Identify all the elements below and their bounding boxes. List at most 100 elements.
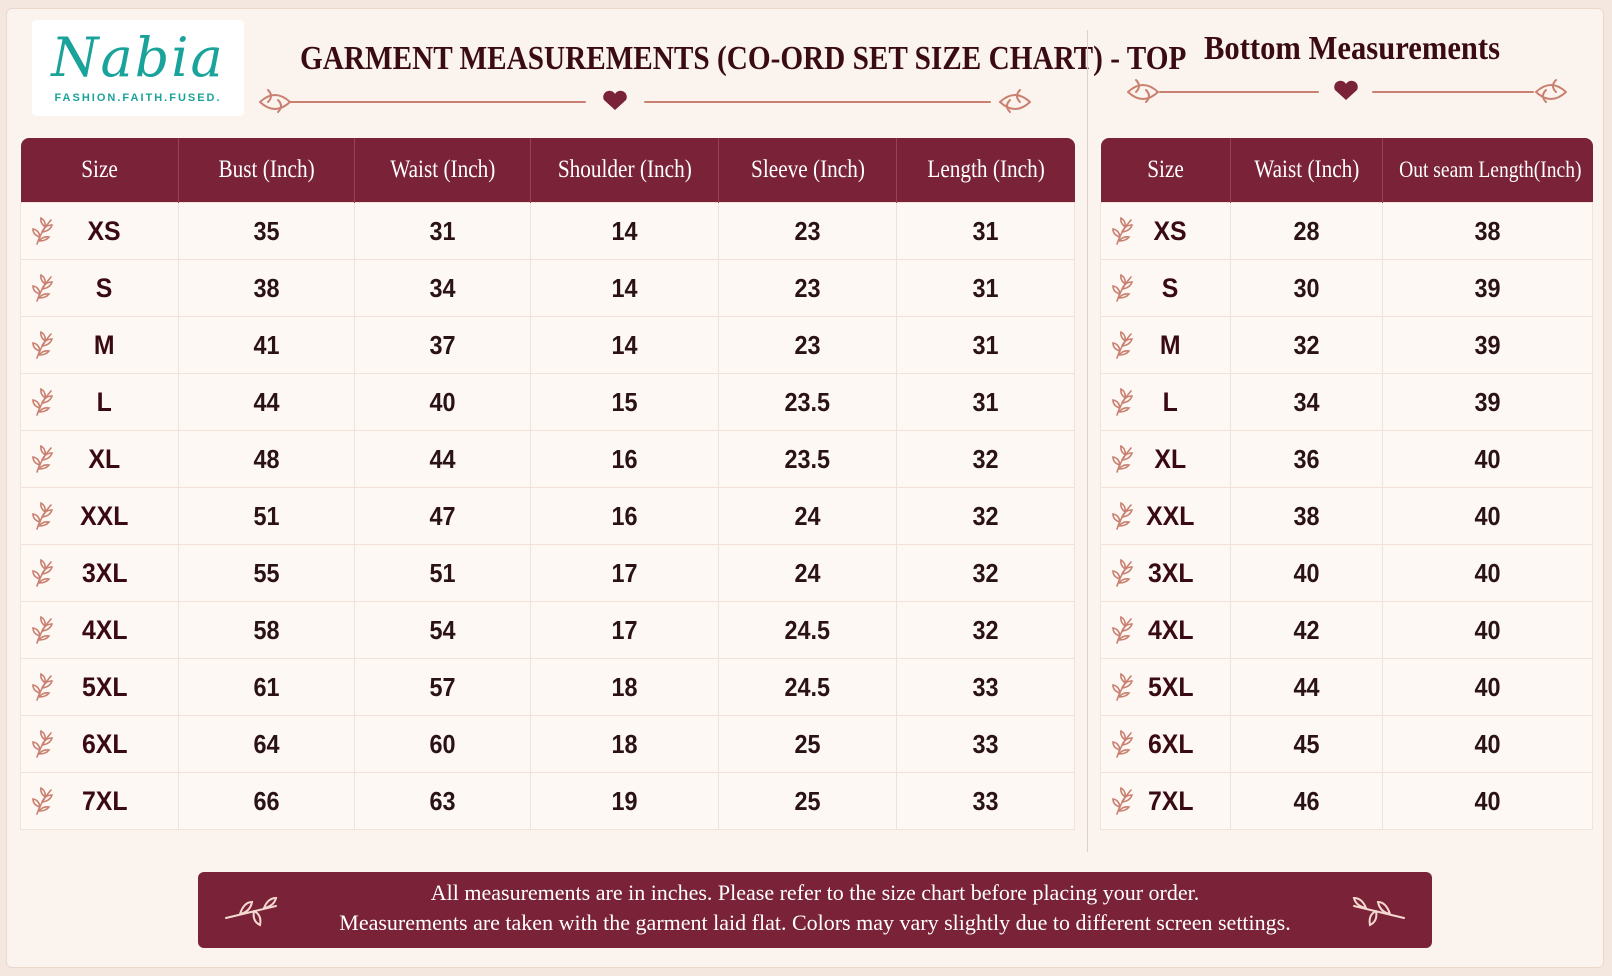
measurement-cell: 60 bbox=[354, 715, 531, 773]
size-label: XXL bbox=[1146, 500, 1195, 531]
measurement-cell: 32 bbox=[896, 487, 1075, 545]
size-cell: 4XL bbox=[20, 601, 179, 659]
measurement-value: 61 bbox=[253, 671, 280, 702]
measurement-value: 23 bbox=[794, 215, 821, 246]
section-divider bbox=[1087, 30, 1088, 852]
measurement-cell: 18 bbox=[530, 715, 719, 773]
measurement-cell: 23 bbox=[718, 259, 897, 317]
measurement-cell: 64 bbox=[178, 715, 355, 773]
size-label: 5XL bbox=[1147, 671, 1194, 702]
size-cell: XS bbox=[20, 202, 179, 260]
measurement-cell: 31 bbox=[896, 259, 1075, 317]
table-row: L 44 40 15 23.5 31 bbox=[20, 373, 1075, 431]
measurement-value: 54 bbox=[429, 614, 456, 645]
measurement-value: 66 bbox=[253, 785, 280, 816]
measurement-value: 44 bbox=[429, 443, 456, 474]
leaf-icon bbox=[1111, 786, 1137, 822]
measurement-cell: 18 bbox=[530, 658, 719, 716]
measurement-cell: 38 bbox=[1230, 487, 1383, 545]
table-row: 3XL 40 40 bbox=[1100, 544, 1593, 602]
measurement-cell: 47 bbox=[354, 487, 531, 545]
table-row: L 34 39 bbox=[1100, 373, 1593, 431]
table-row: XL 48 44 16 23.5 32 bbox=[20, 430, 1075, 488]
measurement-cell: 38 bbox=[178, 259, 355, 317]
measurement-value: 24 bbox=[794, 500, 821, 531]
top-header-waist: Waist (Inch) bbox=[354, 138, 531, 203]
measurement-cell: 40 bbox=[1382, 772, 1593, 830]
table-row: S 38 34 14 23 31 bbox=[20, 259, 1075, 317]
leaf-icon bbox=[31, 444, 57, 480]
measurement-cell: 28 bbox=[1230, 202, 1383, 260]
leaf-icon bbox=[1111, 387, 1137, 423]
measurement-value: 14 bbox=[611, 272, 638, 303]
size-label: 4XL bbox=[81, 614, 128, 645]
leaf-icon bbox=[31, 672, 57, 708]
size-cell: 7XL bbox=[20, 772, 179, 830]
measurement-value: 18 bbox=[611, 671, 638, 702]
top-table-header-row: Size Bust (Inch) Waist (Inch) Shoulder (… bbox=[20, 138, 1075, 203]
measurement-cell: 33 bbox=[896, 658, 1075, 716]
measurement-value: 40 bbox=[1474, 671, 1501, 702]
measurement-cell: 31 bbox=[896, 316, 1075, 374]
size-label: 7XL bbox=[81, 785, 128, 816]
measurement-value: 39 bbox=[1474, 329, 1501, 360]
size-label: XS bbox=[1153, 215, 1188, 246]
measurement-value: 14 bbox=[611, 329, 638, 360]
measurement-cell: 23.5 bbox=[718, 430, 897, 488]
top-header-bust: Bust (Inch) bbox=[178, 138, 355, 203]
leaf-icon bbox=[1111, 672, 1137, 708]
leaf-icon bbox=[1111, 729, 1137, 765]
measurement-cell: 58 bbox=[178, 601, 355, 659]
measurement-cell: 35 bbox=[178, 202, 355, 260]
table-row: XXL 38 40 bbox=[1100, 487, 1593, 545]
size-label: XXL bbox=[80, 500, 129, 531]
size-cell: 5XL bbox=[20, 658, 179, 716]
measurement-cell: 61 bbox=[178, 658, 355, 716]
measurement-value: 31 bbox=[972, 386, 999, 417]
measurement-cell: 23 bbox=[718, 202, 897, 260]
measurement-value: 46 bbox=[1293, 785, 1320, 816]
measurement-value: 63 bbox=[429, 785, 456, 816]
size-cell: L bbox=[1100, 373, 1231, 431]
leaf-icon bbox=[1111, 558, 1137, 594]
measurement-cell: 24 bbox=[718, 487, 897, 545]
measurement-value: 33 bbox=[972, 671, 999, 702]
measurement-value: 37 bbox=[429, 329, 456, 360]
measurement-cell: 25 bbox=[718, 772, 897, 830]
measurement-value: 34 bbox=[429, 272, 456, 303]
measurement-cell: 40 bbox=[354, 373, 531, 431]
size-cell: XXL bbox=[20, 487, 179, 545]
leaf-ornament-left-icon bbox=[225, 896, 278, 927]
size-label: 7XL bbox=[1147, 785, 1194, 816]
measurement-value: 32 bbox=[972, 557, 999, 588]
measurement-value: 57 bbox=[429, 671, 456, 702]
measurement-value: 48 bbox=[253, 443, 280, 474]
measurement-value: 32 bbox=[972, 500, 999, 531]
table-row: 3XL 55 51 17 24 32 bbox=[20, 544, 1075, 602]
measurement-cell: 31 bbox=[354, 202, 531, 260]
size-label: S bbox=[1162, 272, 1179, 303]
measurement-cell: 36 bbox=[1230, 430, 1383, 488]
leaf-icon bbox=[31, 615, 57, 651]
measurement-cell: 32 bbox=[1230, 316, 1383, 374]
measurement-cell: 30 bbox=[1230, 259, 1383, 317]
table-row: S 30 39 bbox=[1100, 259, 1593, 317]
measurement-cell: 31 bbox=[896, 373, 1075, 431]
measurement-value: 60 bbox=[429, 728, 456, 759]
table-row: 5XL 44 40 bbox=[1100, 658, 1593, 716]
measurement-value: 38 bbox=[253, 272, 280, 303]
measurement-cell: 66 bbox=[178, 772, 355, 830]
leaf-icon bbox=[31, 558, 57, 594]
measurement-cell: 44 bbox=[1230, 658, 1383, 716]
top-header-sleeve: Sleeve (Inch) bbox=[718, 138, 897, 203]
measurement-cell: 16 bbox=[530, 430, 719, 488]
measurement-value: 44 bbox=[1293, 671, 1320, 702]
measurement-cell: 34 bbox=[1230, 373, 1383, 431]
table-row: 4XL 58 54 17 24.5 32 bbox=[20, 601, 1075, 659]
measurement-cell: 40 bbox=[1382, 430, 1593, 488]
measurement-cell: 40 bbox=[1230, 544, 1383, 602]
size-cell: 7XL bbox=[1100, 772, 1231, 830]
measurement-value: 40 bbox=[1474, 728, 1501, 759]
measurement-value: 23.5 bbox=[784, 443, 831, 474]
brand-name: Nabia bbox=[51, 26, 225, 89]
